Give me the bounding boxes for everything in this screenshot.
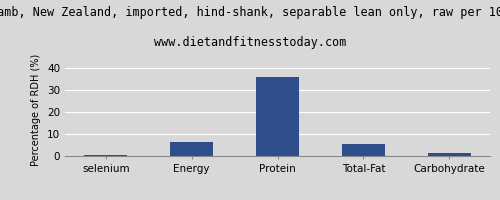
Y-axis label: Percentage of RDH (%): Percentage of RDH (%) (32, 54, 42, 166)
Bar (256, 77, 299, 156)
Text: www.dietandfitnesstoday.com: www.dietandfitnesstoday.com (154, 36, 346, 49)
Bar (170, 142, 213, 156)
Bar (342, 144, 385, 156)
Bar (84, 155, 127, 156)
Text: lamb, New Zealand, imported, hind-shank, separable lean only, raw per 100: lamb, New Zealand, imported, hind-shank,… (0, 6, 500, 19)
Bar (428, 153, 470, 156)
